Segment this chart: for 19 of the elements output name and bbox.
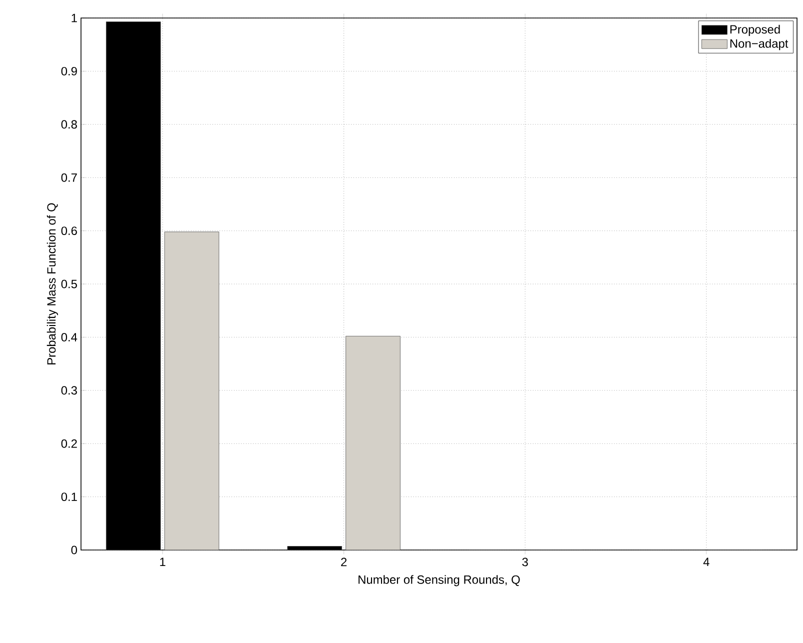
y-tick-label: 0.6 (61, 226, 77, 236)
x-tick-label: 2 (341, 558, 347, 566)
legend-label: Non−adapt (730, 38, 788, 50)
y-tick-label: 0.4 (61, 332, 78, 342)
x-axis-title: Number of Sensing Rounds, Q (358, 575, 520, 586)
y-tick-label: 0.2 (61, 439, 77, 448)
y-tick-label: 0 (71, 546, 78, 554)
y-tick-label: 0.3 (61, 386, 77, 395)
y-tick-label: 0.8 (61, 120, 77, 129)
x-tick-label: 1 (160, 558, 166, 566)
y-tick-label: 1 (72, 14, 77, 22)
x-tick-label: 4 (703, 558, 710, 566)
y-tick-label: 0.9 (61, 66, 77, 76)
y-tick-label: 0.1 (61, 492, 77, 502)
y-axis-title: Probability Mass Function of Q (46, 203, 58, 364)
y-tick-label: 0.5 (61, 280, 77, 288)
y-tick-label: 0.7 (61, 173, 77, 182)
legend-label: Proposed (730, 24, 780, 36)
x-tick-label: 3 (522, 558, 528, 566)
